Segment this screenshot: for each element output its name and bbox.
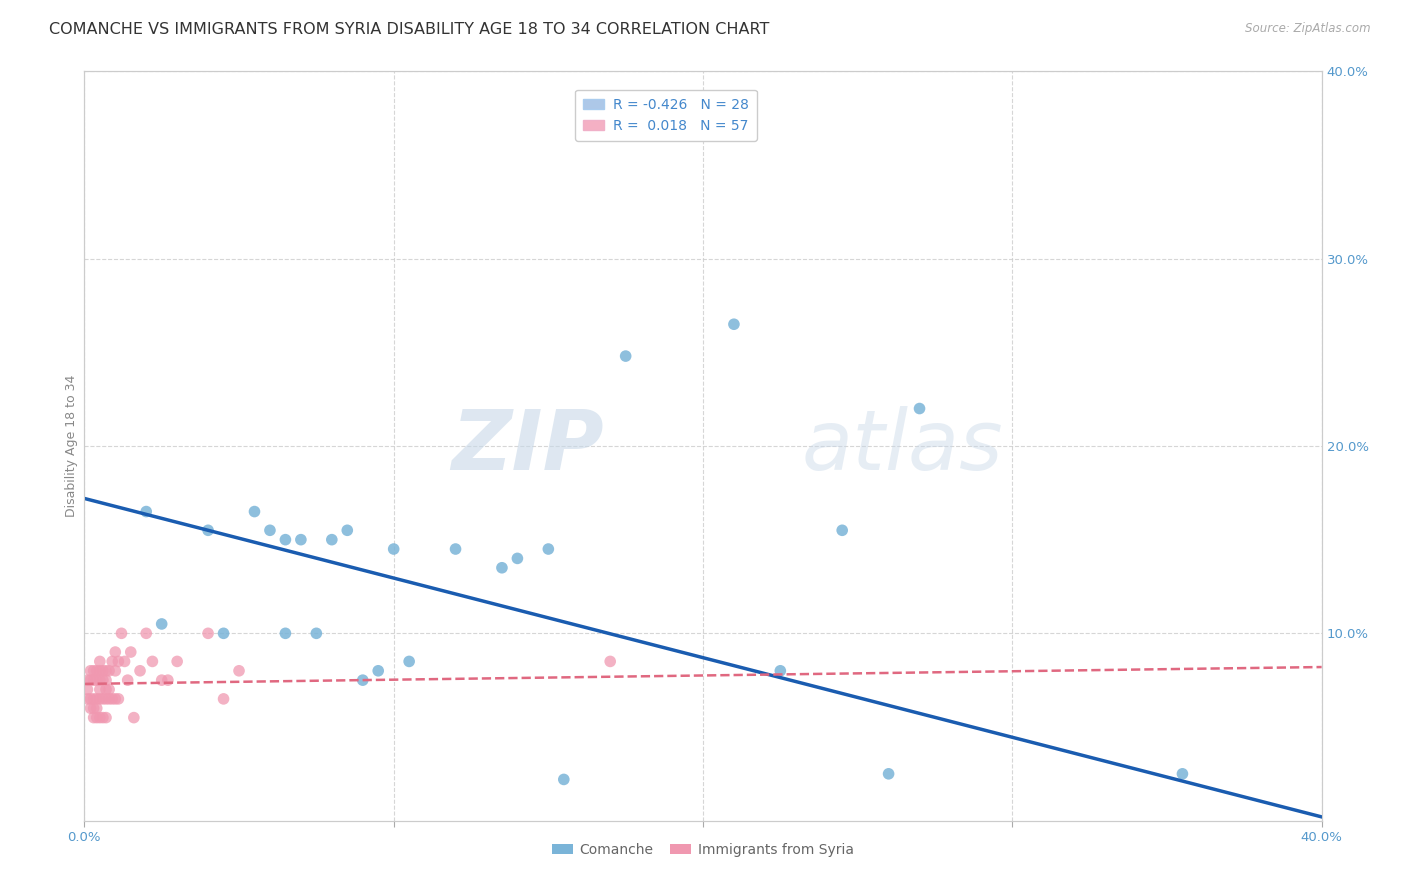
Point bbox=[243, 505, 266, 519]
Point bbox=[197, 524, 219, 538]
Point bbox=[491, 561, 513, 575]
Point bbox=[94, 673, 117, 688]
Point bbox=[89, 710, 111, 724]
Point bbox=[141, 655, 163, 669]
Point bbox=[117, 673, 139, 688]
Text: atlas: atlas bbox=[801, 406, 1004, 486]
Point bbox=[114, 655, 136, 669]
Point bbox=[197, 626, 219, 640]
Point bbox=[94, 682, 117, 697]
Point bbox=[91, 692, 114, 706]
Point bbox=[89, 655, 111, 669]
Point bbox=[94, 710, 117, 724]
Point bbox=[1171, 767, 1194, 781]
Point bbox=[599, 655, 621, 669]
Point bbox=[86, 692, 108, 706]
Point bbox=[228, 664, 250, 678]
Text: COMANCHE VS IMMIGRANTS FROM SYRIA DISABILITY AGE 18 TO 34 CORRELATION CHART: COMANCHE VS IMMIGRANTS FROM SYRIA DISABI… bbox=[49, 22, 769, 37]
Point bbox=[877, 767, 900, 781]
Point bbox=[274, 533, 297, 547]
Point bbox=[79, 673, 101, 688]
Point bbox=[89, 673, 111, 688]
Point bbox=[723, 318, 745, 332]
Point bbox=[212, 626, 235, 640]
Point bbox=[382, 542, 405, 557]
Point bbox=[101, 692, 124, 706]
Point bbox=[89, 682, 111, 697]
Point bbox=[398, 655, 420, 669]
Point bbox=[444, 542, 467, 557]
Point bbox=[79, 692, 101, 706]
Point bbox=[104, 664, 127, 678]
Point bbox=[166, 655, 188, 669]
Point bbox=[156, 673, 179, 688]
Point bbox=[83, 664, 105, 678]
Point bbox=[150, 617, 173, 632]
Point bbox=[150, 673, 173, 688]
Point bbox=[831, 524, 853, 538]
Point bbox=[135, 626, 157, 640]
Point bbox=[76, 692, 98, 706]
Point bbox=[305, 626, 328, 640]
Point bbox=[352, 673, 374, 688]
Point bbox=[367, 664, 389, 678]
Point bbox=[91, 710, 114, 724]
Point bbox=[908, 401, 931, 416]
Point bbox=[135, 505, 157, 519]
Point bbox=[94, 692, 117, 706]
Point bbox=[129, 664, 152, 678]
Point bbox=[89, 692, 111, 706]
Point bbox=[107, 655, 129, 669]
Point bbox=[76, 682, 98, 697]
Point bbox=[104, 692, 127, 706]
Point bbox=[107, 692, 129, 706]
Point bbox=[110, 626, 132, 640]
Point bbox=[86, 710, 108, 724]
Point bbox=[769, 664, 792, 678]
Point bbox=[79, 664, 101, 678]
Legend: Comanche, Immigrants from Syria: Comanche, Immigrants from Syria bbox=[547, 838, 859, 863]
Point bbox=[537, 542, 560, 557]
Point bbox=[122, 710, 145, 724]
Point bbox=[506, 551, 529, 566]
Point bbox=[98, 682, 121, 697]
Point bbox=[120, 645, 142, 659]
Point bbox=[89, 664, 111, 678]
Point bbox=[290, 533, 312, 547]
Text: ZIP: ZIP bbox=[451, 406, 605, 486]
Point bbox=[83, 701, 105, 715]
Point bbox=[212, 692, 235, 706]
Y-axis label: Disability Age 18 to 34: Disability Age 18 to 34 bbox=[65, 375, 77, 517]
Point bbox=[553, 772, 575, 787]
Point bbox=[83, 673, 105, 688]
Point bbox=[83, 710, 105, 724]
Point bbox=[79, 701, 101, 715]
Point bbox=[101, 655, 124, 669]
Point bbox=[86, 701, 108, 715]
Point bbox=[98, 692, 121, 706]
Point bbox=[94, 664, 117, 678]
Point bbox=[76, 673, 98, 688]
Point bbox=[98, 664, 121, 678]
Point bbox=[321, 533, 343, 547]
Point bbox=[86, 673, 108, 688]
Point bbox=[91, 673, 114, 688]
Text: Source: ZipAtlas.com: Source: ZipAtlas.com bbox=[1246, 22, 1371, 36]
Point bbox=[259, 524, 281, 538]
Point bbox=[91, 664, 114, 678]
Point bbox=[104, 645, 127, 659]
Point bbox=[86, 664, 108, 678]
Point bbox=[274, 626, 297, 640]
Point bbox=[336, 524, 359, 538]
Point bbox=[83, 692, 105, 706]
Point bbox=[614, 349, 637, 363]
